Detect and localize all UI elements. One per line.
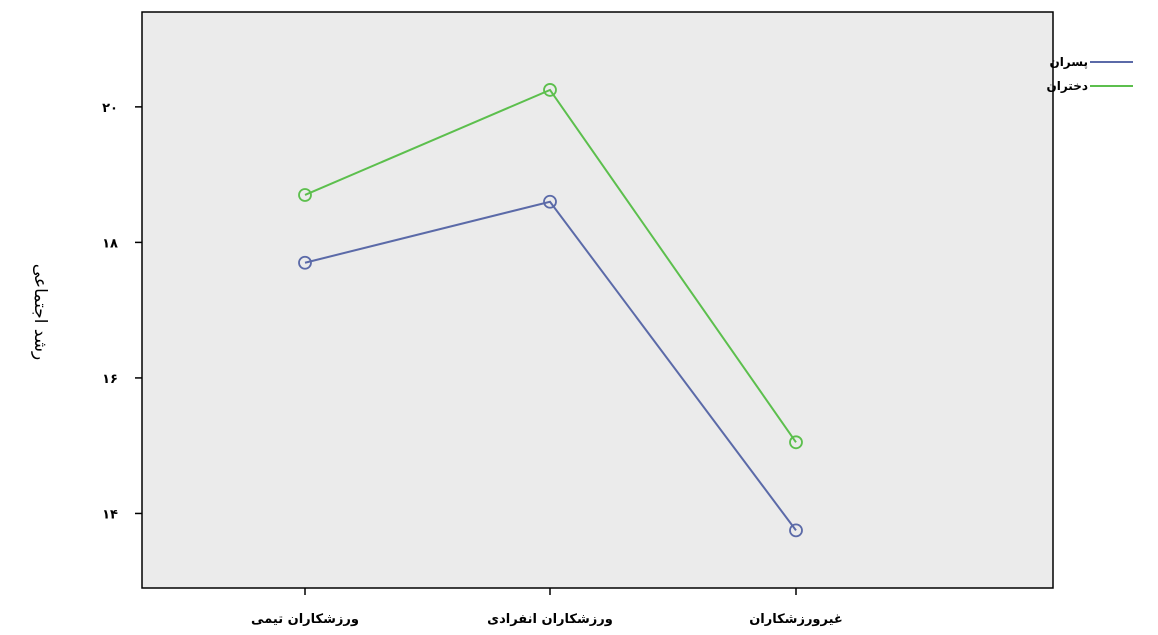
data-point bbox=[789, 523, 803, 538]
data-point bbox=[298, 188, 312, 202]
x-tick-label: ورزشکاران انفرادی bbox=[487, 612, 613, 627]
x-tick-label: ورزشکاران تیمی bbox=[251, 612, 359, 627]
y-tick-label: ٢٠ bbox=[102, 101, 118, 116]
data-point bbox=[789, 435, 803, 450]
legend-label: پسران bbox=[1049, 55, 1088, 69]
y-axis-label: رشد اجتماعی bbox=[30, 264, 50, 360]
legend-label: دختران bbox=[1046, 79, 1088, 93]
y-tick-label: ١٨ bbox=[102, 236, 118, 251]
y-tick-label: ١۶ bbox=[102, 372, 118, 387]
y-tick-label: ١۴ bbox=[102, 507, 118, 522]
series-line-0 bbox=[304, 200, 797, 531]
data-point bbox=[543, 83, 557, 97]
x-tick-label: غیرورزشکاران bbox=[749, 612, 843, 627]
data-point bbox=[298, 255, 312, 270]
series-line-1 bbox=[304, 88, 797, 443]
plot-area bbox=[141, 11, 1054, 589]
data-point bbox=[543, 194, 557, 209]
